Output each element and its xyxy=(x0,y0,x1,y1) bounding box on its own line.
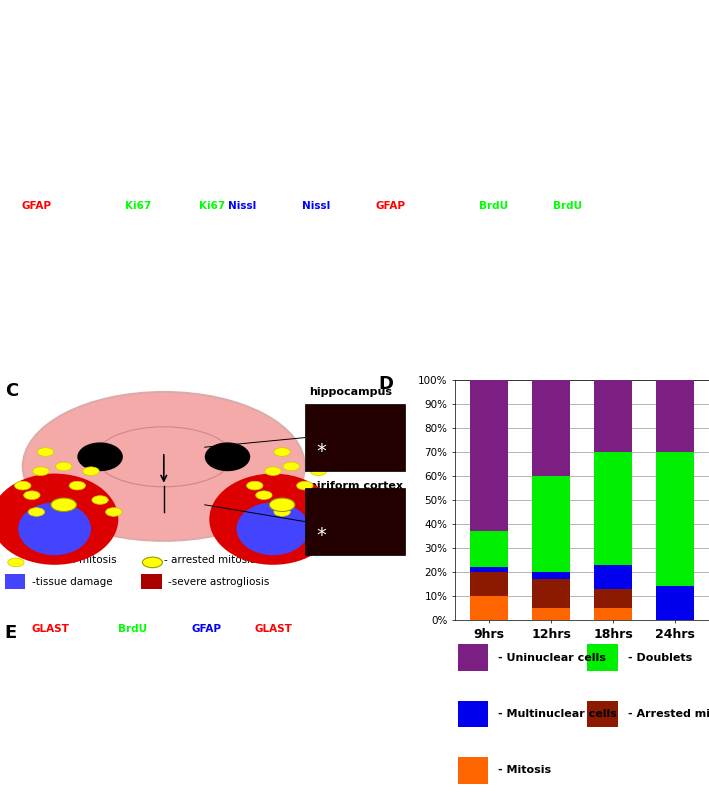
Bar xyxy=(305,488,405,555)
Text: A: A xyxy=(6,6,20,24)
Text: kainic acid: kainic acid xyxy=(209,6,292,20)
Circle shape xyxy=(283,462,299,471)
Text: - Multinuclear cells: - Multinuclear cells xyxy=(498,709,617,719)
Bar xyxy=(471,380,508,531)
Circle shape xyxy=(92,495,108,504)
Circle shape xyxy=(55,462,72,471)
Circle shape xyxy=(320,495,336,504)
Text: D: D xyxy=(379,375,393,393)
Text: GLAST: GLAST xyxy=(32,624,69,634)
Bar xyxy=(141,574,162,589)
Text: - Mitosis: - Mitosis xyxy=(498,765,552,776)
Bar xyxy=(471,567,508,572)
Bar xyxy=(4,574,25,589)
Circle shape xyxy=(311,467,327,476)
Circle shape xyxy=(69,482,86,490)
Text: GFAP: GFAP xyxy=(21,200,51,211)
Text: /: / xyxy=(103,200,106,211)
Bar xyxy=(594,452,632,565)
Circle shape xyxy=(274,507,290,516)
Text: BrdU: BrdU xyxy=(118,624,147,634)
Bar xyxy=(457,757,488,784)
Text: C: C xyxy=(6,382,18,401)
Ellipse shape xyxy=(77,443,123,471)
Ellipse shape xyxy=(0,473,118,565)
Circle shape xyxy=(247,482,263,490)
Text: /: / xyxy=(457,200,461,211)
Bar xyxy=(594,565,632,589)
Circle shape xyxy=(143,558,162,568)
Bar xyxy=(532,579,569,608)
Text: *: * xyxy=(316,527,326,545)
Text: Nissl: Nissl xyxy=(228,200,257,211)
Ellipse shape xyxy=(209,473,337,565)
Circle shape xyxy=(296,482,313,490)
Text: B: B xyxy=(6,200,19,218)
Circle shape xyxy=(33,467,49,476)
Text: hippocampus: hippocampus xyxy=(309,387,392,398)
Bar xyxy=(457,645,488,671)
Bar xyxy=(471,596,508,620)
Circle shape xyxy=(274,448,290,457)
Ellipse shape xyxy=(18,503,91,555)
Text: - Uninuclear cells: - Uninuclear cells xyxy=(498,653,606,663)
Text: piriform cortex: piriform cortex xyxy=(309,481,403,490)
Bar xyxy=(594,589,632,608)
Circle shape xyxy=(8,558,24,566)
Text: Nissl: Nissl xyxy=(302,200,330,211)
Circle shape xyxy=(28,507,45,516)
Text: *: * xyxy=(316,443,326,461)
Bar xyxy=(657,587,693,620)
Bar xyxy=(471,572,508,596)
Circle shape xyxy=(51,498,77,511)
Text: -tissue damage: -tissue damage xyxy=(32,577,113,587)
Text: GFAP: GFAP xyxy=(191,624,221,634)
Text: - normal mitosis: - normal mitosis xyxy=(32,555,116,565)
Text: /: / xyxy=(206,200,210,211)
Text: /: / xyxy=(175,624,179,634)
Text: E: E xyxy=(4,624,17,642)
Bar xyxy=(657,452,693,587)
Circle shape xyxy=(83,467,99,476)
Text: ischemia: ischemia xyxy=(549,6,618,20)
Circle shape xyxy=(23,491,40,499)
Text: GLAST: GLAST xyxy=(255,624,293,634)
Ellipse shape xyxy=(205,443,250,471)
Text: GFAP: GFAP xyxy=(376,200,406,211)
Circle shape xyxy=(264,467,281,476)
Bar xyxy=(657,380,693,452)
Text: - Doublets: - Doublets xyxy=(627,653,692,663)
Text: -severe astrogliosis: -severe astrogliosis xyxy=(168,577,269,587)
Text: stab wound: stab wound xyxy=(386,6,478,20)
Circle shape xyxy=(256,491,272,499)
Bar xyxy=(594,608,632,620)
Bar xyxy=(594,380,632,452)
Bar xyxy=(532,476,569,572)
Bar xyxy=(587,645,618,671)
Bar xyxy=(532,608,569,620)
Bar xyxy=(532,380,569,476)
Circle shape xyxy=(269,498,295,511)
Text: - Arrested mitosis: - Arrested mitosis xyxy=(627,709,709,719)
Text: /: / xyxy=(102,624,106,634)
Circle shape xyxy=(328,507,345,516)
Text: BrdU: BrdU xyxy=(479,200,508,211)
Bar xyxy=(587,701,618,727)
Text: BrdU: BrdU xyxy=(553,200,582,211)
Ellipse shape xyxy=(23,392,305,541)
Bar xyxy=(471,531,508,567)
Text: pilocarpine: pilocarpine xyxy=(32,6,119,20)
Circle shape xyxy=(38,448,54,457)
Bar xyxy=(532,572,569,579)
Text: /: / xyxy=(280,200,284,211)
Text: Ki67: Ki67 xyxy=(125,200,151,211)
Bar xyxy=(305,404,405,471)
Circle shape xyxy=(106,507,122,516)
Bar xyxy=(457,701,488,727)
Text: - arrested mitosis: - arrested mitosis xyxy=(164,555,255,565)
Circle shape xyxy=(15,482,31,490)
Text: Ki67: Ki67 xyxy=(199,200,225,211)
Ellipse shape xyxy=(237,503,309,555)
